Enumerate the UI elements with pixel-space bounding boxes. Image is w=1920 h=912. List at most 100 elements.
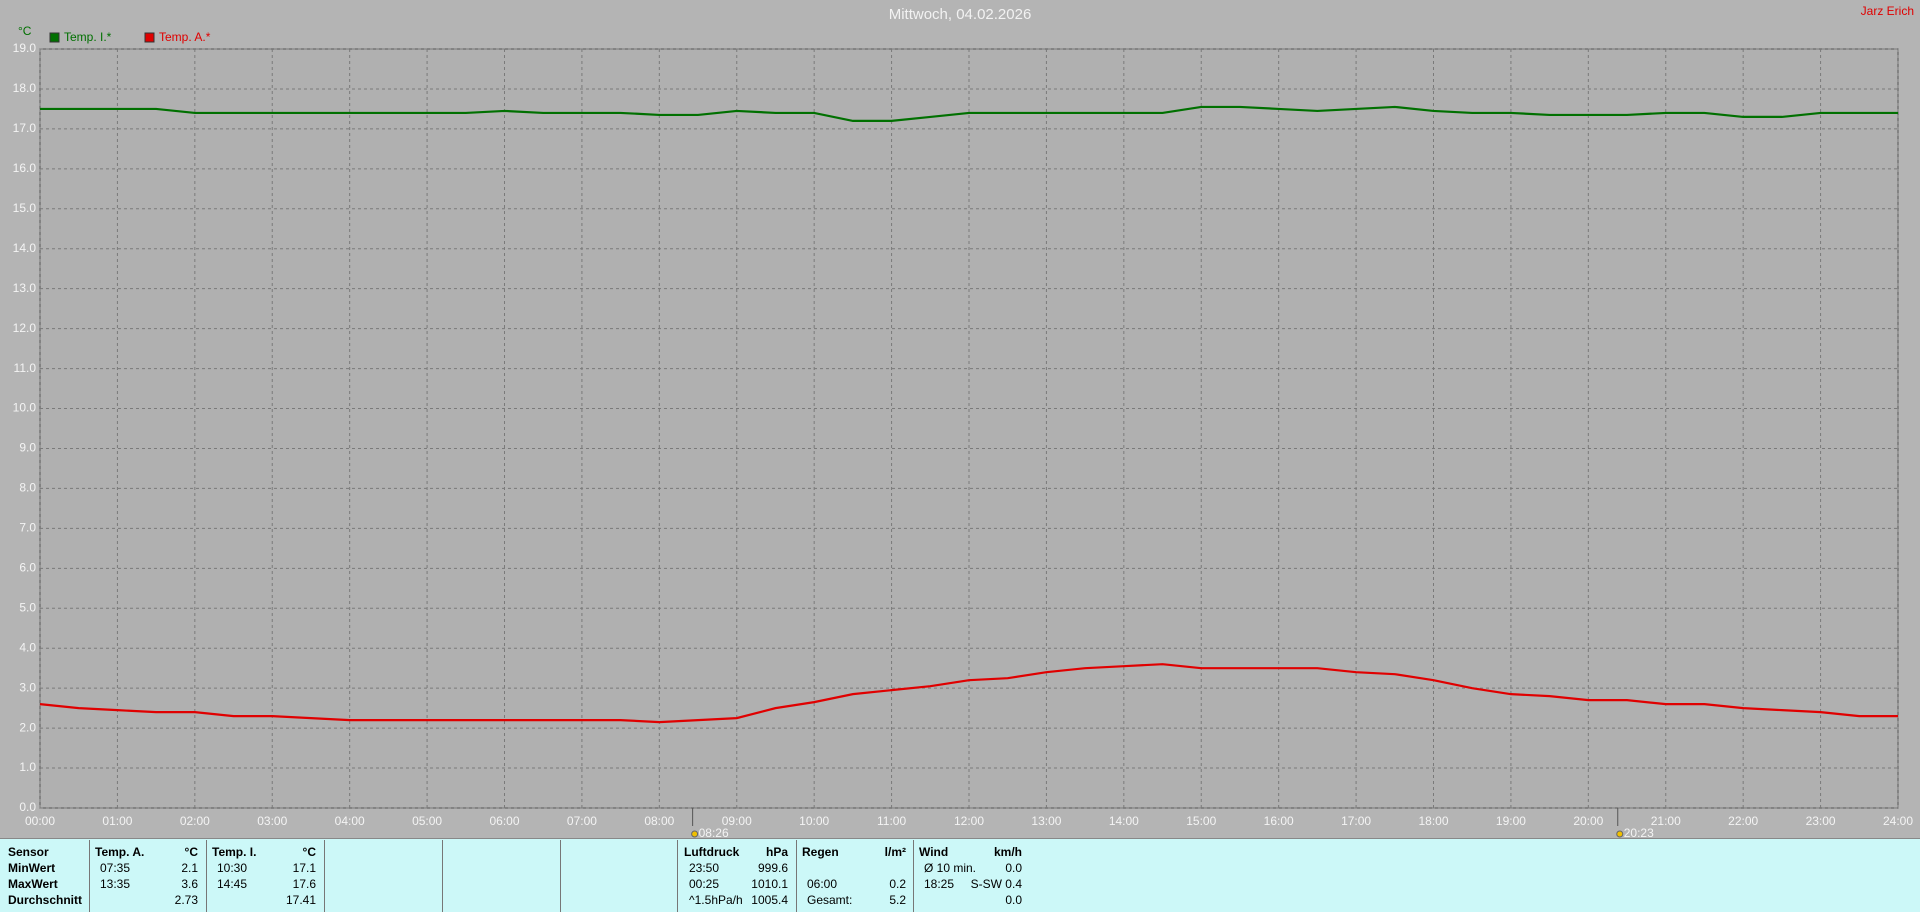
table-cell: 17.41 — [286, 893, 316, 907]
table-cell: Regen — [802, 845, 839, 859]
table-cell: 0.0 — [1005, 893, 1022, 907]
table-cell: °C — [185, 845, 199, 859]
table-cell: S-SW 0.4 — [971, 877, 1023, 891]
sun-time: 20:23 — [1624, 826, 1654, 840]
table-cell: 10:30 — [217, 861, 247, 875]
table-cell: 23:50 — [689, 861, 719, 875]
y-tick-label: 13.0 — [13, 281, 37, 295]
table-cell: Wind — [919, 845, 948, 859]
series-line — [39, 663, 1898, 724]
y-tick-label: 7.0 — [19, 521, 36, 535]
table-cell: hPa — [766, 845, 788, 859]
table-cell: 13:35 — [100, 877, 130, 891]
table-cell: 5.2 — [889, 893, 906, 907]
table-cell: MaxWert — [8, 877, 58, 891]
y-tick-label: 5.0 — [19, 600, 36, 614]
legend-swatch — [49, 32, 60, 43]
sun-icon — [1616, 830, 1624, 838]
table-cell: 0.2 — [889, 877, 906, 891]
y-tick-label: 6.0 — [19, 560, 36, 574]
table-cell: 3.6 — [181, 877, 198, 891]
y-tick-label: 16.0 — [13, 161, 37, 175]
y-tick-label: 10.0 — [13, 401, 37, 415]
table-cell: Gesamt: — [807, 893, 852, 907]
x-tick-label: 02:00 — [180, 814, 210, 828]
y-tick-label: 1.0 — [19, 760, 36, 774]
owner: Jarz Erich — [1861, 4, 1914, 18]
chart-title: Mittwoch, 04.02.2026 — [889, 6, 1032, 23]
x-tick-label: 11:00 — [877, 814, 906, 828]
table-cell: 2.73 — [175, 893, 199, 907]
table-cell: 999.6 — [758, 861, 788, 875]
x-tick-label: 07:00 — [567, 814, 597, 828]
x-tick-label: 00:00 — [25, 814, 55, 828]
x-tick-label: 18:00 — [1418, 814, 1448, 828]
y-tick-label: 4.0 — [19, 640, 36, 654]
x-tick-label: 21:00 — [1651, 814, 1681, 828]
y-tick-label: 9.0 — [19, 441, 36, 455]
table-cell: °C — [303, 845, 317, 859]
table-cell: Sensor — [8, 845, 49, 859]
x-tick-label: 05:00 — [412, 814, 442, 828]
table-cell: 14:45 — [217, 877, 247, 891]
x-tick-label: 01:00 — [102, 814, 132, 828]
stats-panel — [0, 838, 1920, 912]
series-line — [40, 105, 1898, 123]
table-cell: MinWert — [8, 861, 55, 875]
x-tick-label: 20:00 — [1573, 814, 1603, 828]
table-cell: l/m² — [885, 845, 906, 859]
y-tick-label: 8.0 — [19, 481, 36, 495]
y-tick-label: 12.0 — [13, 321, 37, 335]
table-cell: 00:25 — [689, 877, 719, 891]
y-tick-label: 2.0 — [19, 720, 36, 734]
x-tick-label: 16:00 — [1264, 814, 1294, 828]
x-tick-label: 03:00 — [257, 814, 287, 828]
table-cell: 18:25 — [924, 877, 954, 891]
table-cell: 1005.4 — [751, 893, 788, 907]
x-tick-label: 10:00 — [799, 814, 829, 828]
y-tick-label: 3.0 — [19, 680, 36, 694]
sun-time: 08:26 — [699, 826, 729, 840]
y-tick-label: 0.0 — [19, 800, 36, 814]
x-tick-label: 24:00 — [1883, 814, 1913, 828]
y-tick-label: 14.0 — [13, 241, 37, 255]
table-cell: Ø 10 min. — [924, 861, 976, 875]
legend-label: Temp. I.* — [64, 30, 112, 44]
x-tick-label: 23:00 — [1806, 814, 1836, 828]
x-tick-label: 09:00 — [722, 814, 752, 828]
table-cell: ^1.5hPa/h — [689, 893, 743, 907]
table-cell: 06:00 — [807, 877, 837, 891]
x-tick-label: 15:00 — [1186, 814, 1216, 828]
y-tick-label: 15.0 — [13, 201, 37, 215]
x-tick-label: 13:00 — [1031, 814, 1061, 828]
table-cell: 17.1 — [293, 861, 317, 875]
x-tick-label: 08:00 — [644, 814, 674, 828]
x-tick-label: 19:00 — [1496, 814, 1526, 828]
x-tick-label: 12:00 — [954, 814, 984, 828]
table-cell: Luftdruck — [684, 845, 740, 859]
y-tick-label: 11.0 — [14, 361, 37, 375]
x-tick-label: 17:00 — [1341, 814, 1371, 828]
y-tick-label: 18.0 — [13, 81, 37, 95]
x-tick-label: 06:00 — [489, 814, 519, 828]
table-cell: 1010.1 — [751, 877, 788, 891]
table-cell: Durchschnitt — [8, 893, 82, 907]
table-cell: 0.0 — [1005, 861, 1022, 875]
table-cell: km/h — [994, 845, 1022, 859]
x-tick-label: 04:00 — [335, 814, 365, 828]
y-tick-label: 19.0 — [13, 41, 37, 55]
x-tick-label: 22:00 — [1728, 814, 1758, 828]
y-unit: °C — [18, 24, 32, 38]
sun-icon — [691, 830, 699, 838]
y-tick-label: 17.0 — [13, 121, 37, 135]
legend-swatch — [144, 32, 155, 43]
legend-label: Temp. A.* — [159, 30, 211, 44]
table-cell: 2.1 — [181, 861, 198, 875]
table-cell: 07:35 — [100, 861, 130, 875]
table-cell: 17.6 — [293, 877, 317, 891]
table-cell: Temp. A. — [95, 845, 144, 859]
x-tick-label: 14:00 — [1109, 814, 1139, 828]
table-cell: Temp. I. — [212, 845, 256, 859]
